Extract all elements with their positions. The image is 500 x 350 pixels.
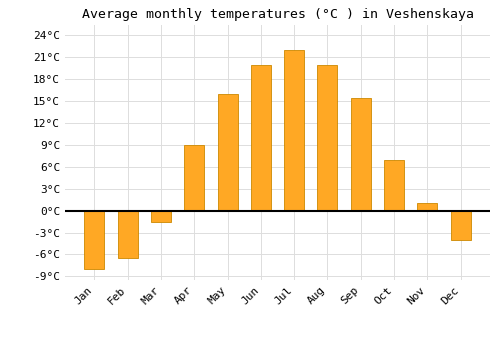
Title: Average monthly temperatures (°C ) in Veshenskaya: Average monthly temperatures (°C ) in Ve… [82,8,473,21]
Bar [84,211,104,269]
Bar [251,65,271,211]
Bar [318,65,338,211]
Bar [351,98,371,211]
Bar [118,211,138,258]
Bar [151,211,171,222]
Bar [450,211,470,240]
Bar [284,50,304,211]
Bar [184,145,204,211]
Bar [418,203,438,211]
Bar [384,160,404,211]
Bar [218,94,238,211]
